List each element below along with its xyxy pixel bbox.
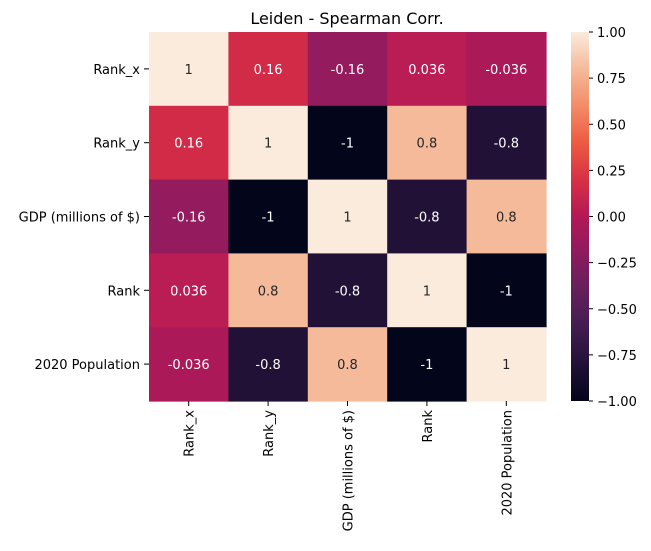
heatmap-cell: [387, 32, 468, 107]
heatmap-cell: [149, 32, 229, 107]
heatmap-cell-label: 0.8: [417, 137, 438, 152]
y-tick-label: GDP (millions of $): [19, 211, 140, 226]
heatmap-cell: [307, 327, 388, 402]
heatmap-cell: [228, 253, 309, 328]
heatmap-cell-label: -1: [262, 211, 275, 226]
colorbar-tick-label: 1.00: [597, 26, 626, 41]
heatmap-cell: [307, 179, 388, 254]
colorbar-tick-label: 0.50: [597, 118, 626, 133]
heatmap-annotations: 1 0.16 -0.16 0.036 -0.036 0.16 1 -1 0.8 -0.8 -0.16…: [168, 63, 528, 373]
x-tick-label: Rank: [421, 410, 436, 443]
heatmap-cell: [387, 179, 468, 254]
heatmap-cell-label: -1: [420, 358, 433, 373]
heatmap-cells: [149, 32, 547, 402]
heatmap-cell: [149, 327, 229, 402]
heatmap-cell: [228, 105, 309, 181]
chart-title: Leiden - Spearman Corr.: [250, 9, 443, 28]
x-tick-label: GDP (millions of $): [342, 410, 357, 531]
heatmap-cell: [387, 327, 468, 402]
heatmap-cell: [228, 327, 309, 402]
heatmap-cell-label: 1: [185, 63, 193, 78]
heatmap-cell: [466, 327, 547, 402]
x-tick-label: Rank_x: [183, 410, 198, 457]
x-axis-tick-labels: Rank_x Rank_y GDP (millions of $) Rank 2020 …: [183, 401, 515, 531]
heatmap-cell-label: -1: [500, 284, 513, 299]
heatmap-cell: [466, 105, 547, 181]
y-tick-label: Rank_y: [93, 137, 140, 152]
heatmap-cell: [149, 253, 229, 328]
heatmap-cell-label: 1: [343, 211, 351, 226]
x-tick-label: Rank_y: [262, 410, 277, 457]
heatmap-cell: [149, 105, 229, 181]
heatmap-cell: [307, 32, 388, 107]
heatmap-cell-label: 0.8: [337, 358, 358, 373]
colorbar-tick-label: 0.00: [597, 211, 626, 226]
y-axis-tick-labels: Rank_x Rank_y GDP (millions of $) Rank 2020 …: [19, 63, 149, 373]
heatmap-cell-label: 0.16: [174, 137, 203, 152]
heatmap-cell-label: 0.8: [496, 211, 517, 226]
heatmap-cell-label: 1: [423, 284, 431, 299]
heatmap-cell: [466, 32, 547, 107]
heatmap-cell-label: -0.036: [168, 358, 210, 373]
heatmap-cell-label: 0.16: [254, 63, 283, 78]
heatmap-cell: [307, 253, 388, 328]
heatmap-cell-label: -0.8: [335, 284, 360, 299]
y-tick-label: 2020 Population: [34, 358, 140, 373]
colorbar-tick-label: −0.25: [597, 257, 637, 272]
heatmap-cell: [387, 253, 468, 328]
colorbar-tick-label: 0.75: [597, 72, 626, 87]
heatmap-cell-label: -0.8: [494, 137, 519, 152]
colorbar: 1.00 0.75 0.50 0.25 0.00 −0.25 −0.50 −0.75 −1.00: [571, 26, 637, 410]
heatmap-cell: [387, 105, 468, 181]
heatmap-cell: [466, 253, 547, 328]
heatmap-cell-label: -0.16: [172, 211, 206, 226]
heatmap-cell-label: -0.8: [414, 211, 439, 226]
heatmap-cell: [149, 179, 229, 254]
y-tick-label: Rank: [108, 284, 141, 299]
heatmap-cell-label: -1: [341, 137, 354, 152]
heatmap-cell: [228, 179, 309, 254]
colorbar-gradient: [571, 32, 589, 401]
heatmap-cell: [466, 179, 547, 254]
heatmap-cell-label: 0.8: [258, 284, 279, 299]
heatmap-cell: [307, 105, 388, 181]
heatmap-cell: [228, 32, 309, 107]
heatmap-cell-label: 1: [264, 137, 272, 152]
heatmap-cell-label: 0.036: [170, 284, 207, 299]
heatmap-cell-label: -0.16: [331, 63, 365, 78]
heatmap-cell-label: 0.036: [408, 63, 445, 78]
heatmap-cell-label: -0.8: [255, 358, 280, 373]
colorbar-tick-label: −0.75: [597, 349, 637, 364]
colorbar-tick-label: −0.50: [597, 303, 637, 318]
colorbar-tick-label: −1.00: [597, 395, 637, 410]
heatmap-cell-label: -0.036: [485, 63, 527, 78]
colorbar-tick-label: 0.25: [597, 164, 626, 179]
y-tick-label: Rank_x: [93, 63, 140, 78]
heatmap-cell-label: 1: [502, 358, 510, 373]
x-tick-label: 2020 Population: [500, 410, 515, 516]
